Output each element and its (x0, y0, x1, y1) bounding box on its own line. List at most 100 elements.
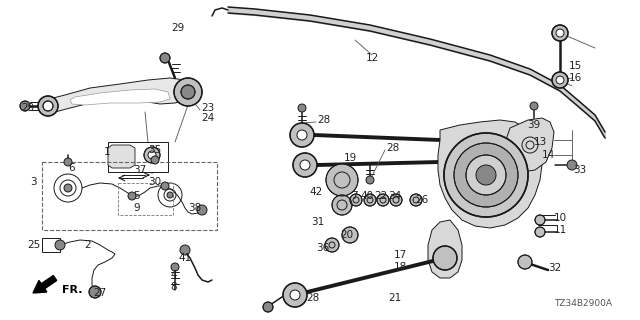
Circle shape (167, 192, 173, 198)
Text: FR.: FR. (62, 285, 83, 295)
Circle shape (300, 160, 310, 170)
Text: 35: 35 (148, 145, 162, 155)
Circle shape (364, 194, 376, 206)
Text: 16: 16 (568, 73, 582, 83)
Text: 28: 28 (317, 115, 331, 125)
Circle shape (332, 195, 352, 215)
Circle shape (476, 165, 496, 185)
Text: 1: 1 (104, 147, 110, 157)
Text: 11: 11 (554, 225, 566, 235)
Circle shape (128, 192, 136, 200)
Text: 36: 36 (316, 243, 330, 253)
Circle shape (410, 194, 422, 206)
Text: 3: 3 (29, 177, 36, 187)
Text: 42: 42 (309, 187, 323, 197)
Text: 33: 33 (573, 165, 587, 175)
Polygon shape (506, 118, 554, 172)
Circle shape (454, 143, 518, 207)
Polygon shape (108, 145, 135, 168)
Circle shape (535, 227, 545, 237)
Polygon shape (428, 220, 462, 278)
Circle shape (390, 194, 402, 206)
Text: 15: 15 (568, 61, 582, 71)
Text: 41: 41 (179, 253, 191, 263)
Circle shape (55, 240, 65, 250)
Circle shape (181, 85, 195, 99)
Circle shape (290, 123, 314, 147)
Text: 37: 37 (133, 165, 147, 175)
Circle shape (518, 255, 532, 269)
Circle shape (552, 72, 568, 88)
Text: 4: 4 (171, 270, 177, 280)
Text: 32: 32 (548, 263, 562, 273)
Circle shape (151, 156, 159, 164)
Text: 29: 29 (21, 103, 35, 113)
Circle shape (535, 215, 545, 225)
Text: 28: 28 (307, 293, 319, 303)
Circle shape (174, 78, 202, 106)
Circle shape (377, 194, 389, 206)
Circle shape (466, 155, 506, 195)
Text: 22: 22 (374, 191, 388, 201)
Polygon shape (70, 89, 170, 105)
Circle shape (20, 101, 30, 111)
Circle shape (326, 164, 358, 196)
Text: 28: 28 (387, 143, 399, 153)
Circle shape (342, 227, 358, 243)
Circle shape (567, 160, 577, 170)
Text: 12: 12 (365, 53, 379, 63)
Circle shape (180, 245, 190, 255)
Circle shape (290, 290, 300, 300)
Circle shape (366, 176, 374, 184)
Text: 5: 5 (134, 191, 140, 201)
Circle shape (556, 29, 564, 37)
Circle shape (298, 104, 306, 112)
Circle shape (89, 286, 101, 298)
Circle shape (444, 133, 528, 217)
Bar (42, 238, 60, 252)
Polygon shape (438, 120, 542, 228)
Text: 14: 14 (541, 150, 555, 160)
Circle shape (263, 302, 273, 312)
Text: 7: 7 (351, 191, 357, 201)
Circle shape (297, 130, 307, 140)
Circle shape (43, 101, 53, 111)
Circle shape (148, 151, 156, 159)
Text: 21: 21 (388, 293, 402, 303)
Bar (108, 142, 168, 172)
Circle shape (161, 182, 169, 190)
Text: 26: 26 (415, 195, 429, 205)
Circle shape (530, 102, 538, 110)
Text: 8: 8 (171, 282, 177, 292)
Text: 30: 30 (148, 177, 161, 187)
Text: 19: 19 (344, 153, 356, 163)
Text: 6: 6 (68, 163, 76, 173)
Text: 9: 9 (134, 203, 140, 213)
Text: 2: 2 (84, 240, 92, 250)
Text: 20: 20 (340, 230, 353, 240)
Circle shape (144, 147, 160, 163)
Circle shape (552, 25, 568, 41)
Text: 13: 13 (533, 137, 547, 147)
Circle shape (350, 194, 362, 206)
Circle shape (325, 238, 339, 252)
Circle shape (64, 158, 72, 166)
FancyArrow shape (33, 276, 57, 293)
Circle shape (171, 263, 179, 271)
Text: 31: 31 (312, 217, 324, 227)
Text: 17: 17 (394, 250, 406, 260)
Text: 25: 25 (28, 240, 40, 250)
Text: 23: 23 (202, 103, 214, 113)
Text: 18: 18 (394, 262, 406, 272)
Circle shape (197, 205, 207, 215)
Text: 24: 24 (202, 113, 214, 123)
Polygon shape (42, 78, 192, 112)
Circle shape (64, 184, 72, 192)
Text: TZ34B2900A: TZ34B2900A (554, 299, 612, 308)
Circle shape (283, 283, 307, 307)
Circle shape (293, 153, 317, 177)
Text: 38: 38 (188, 203, 202, 213)
Text: 27: 27 (93, 288, 107, 298)
Circle shape (433, 246, 457, 270)
Circle shape (556, 76, 564, 84)
